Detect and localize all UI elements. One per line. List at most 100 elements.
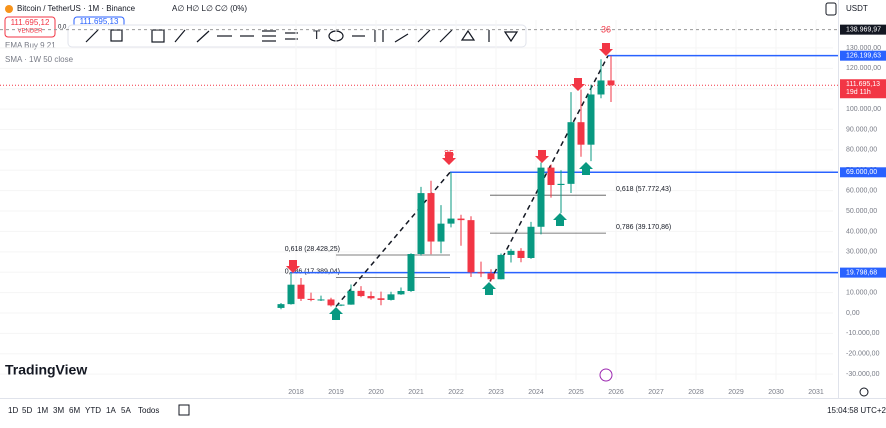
y-tick-label: 130.000,00 [846, 45, 881, 52]
annotation: 36 [601, 24, 611, 34]
snapshot-button[interactable] [825, 2, 837, 16]
events-icon[interactable] [599, 368, 613, 382]
y-tick-label: 90.000,00 [846, 126, 877, 133]
range-button[interactable]: 1D [8, 406, 18, 415]
indicator: EMA Buy 9 21 [5, 41, 56, 50]
candle-body [557, 183, 565, 186]
candle-body [337, 304, 345, 306]
crosshair-tag [840, 24, 886, 35]
candle-body [407, 254, 415, 292]
candle-body [447, 218, 455, 224]
indicator: SMA · 1W 50 close [5, 55, 74, 64]
range-button[interactable]: 1A [106, 406, 116, 415]
level-tag [840, 167, 886, 178]
x-tick-label: 2019 [328, 389, 344, 396]
candle-body [277, 304, 285, 308]
sell-price[interactable]: 111.695,12 [11, 18, 50, 27]
level-label: 126.199,63 [846, 53, 881, 60]
candle-body [507, 250, 515, 255]
sell-button[interactable] [4, 16, 56, 38]
fib-label: 0,618 (57.772,43) [616, 186, 671, 193]
candle-body [527, 226, 535, 258]
current-price-label: 111.695,13 [846, 81, 880, 88]
range-button[interactable]: 1M [37, 406, 48, 415]
x-tick-label: 2018 [288, 389, 304, 396]
candle-body [367, 296, 375, 299]
y-tick-label: 120.000,00 [846, 65, 881, 72]
ohlc: A∅ H∅ L∅ C∅ (0%) [172, 4, 247, 13]
x-tick-label: 2025 [568, 389, 584, 396]
x-tick-label: 2020 [368, 389, 384, 396]
candle-body [547, 167, 555, 186]
candle-body [417, 193, 425, 255]
signal-arrows [286, 43, 613, 320]
y-tick-label: -20.000,00 [846, 351, 880, 358]
level-label: 19.798,68 [846, 269, 877, 276]
axis-border [838, 0, 839, 398]
range-button[interactable]: 5D [22, 406, 32, 415]
candle-body [437, 223, 445, 242]
annotation: 35 [444, 148, 454, 158]
candle-body [607, 80, 615, 86]
candle-body [317, 299, 325, 301]
candle-body [597, 80, 605, 95]
x-tick-label: 2026 [608, 389, 624, 396]
x-tick-label: 2023 [488, 389, 504, 396]
candle-body [537, 167, 545, 227]
y-tick-label: 30.000,00 [846, 249, 877, 256]
range-button[interactable]: 3M [53, 406, 64, 415]
candle-body [517, 250, 525, 258]
logo[interactable]: TradingView [5, 362, 87, 378]
x-tick-label: 2027 [648, 389, 664, 396]
x-tick-label: 2031 [808, 389, 824, 396]
candle-body [397, 291, 405, 295]
y-tick-label: 40.000,00 [846, 228, 877, 235]
level-tag [840, 50, 886, 61]
y-tick-label: -30.000,00 [846, 371, 880, 378]
clock: 15:04:58 UTC+2 [827, 406, 886, 415]
candle-body [427, 193, 435, 242]
range-button[interactable]: Todos [138, 406, 159, 415]
candle-body [357, 290, 365, 297]
candle-body [497, 254, 505, 280]
x-tick-label: 2024 [528, 389, 544, 396]
current-price-tag [840, 79, 886, 99]
candle-body [387, 294, 395, 300]
candle-body [307, 298, 315, 300]
x-tick-label: 2028 [688, 389, 704, 396]
fib-label: 0,786 (39.170,86) [616, 224, 671, 231]
candle-body [567, 122, 575, 184]
y-tick-label: 0,00 [846, 310, 860, 317]
range-button[interactable]: 6M [69, 406, 80, 415]
svg-text:T: T [313, 28, 321, 42]
x-tick-label: 2029 [728, 389, 744, 396]
candle-body [577, 122, 585, 145]
y-tick-label: 60.000,00 [846, 187, 877, 194]
candle-body [477, 272, 485, 274]
candle-body [287, 284, 295, 305]
coin-icon [5, 5, 13, 13]
currency[interactable]: USDT [846, 4, 868, 13]
y-tick-label: -10.000,00 [846, 330, 880, 337]
candle-body [377, 298, 385, 300]
sell-label[interactable]: VENDER [17, 29, 43, 35]
spread: 0,0 [58, 25, 67, 31]
buy-price[interactable]: 111.695,13 [80, 17, 119, 26]
candle-body [467, 220, 475, 273]
date-range-button[interactable] [178, 404, 190, 416]
x-tick-label: 2021 [408, 389, 424, 396]
y-tick-label: 50.000,00 [846, 208, 877, 215]
candle-body [587, 94, 595, 145]
plot: -30.000,00 -20.000,00 -10.000,00 0,00 10.000… [0, 20, 886, 396]
symbol: Bitcoin / TetherUS · 1M · Binance [17, 4, 136, 13]
level-tag [840, 267, 886, 278]
range-button[interactable]: 5A [121, 406, 131, 415]
candle-body [327, 299, 335, 306]
fib-label: 0,618 (28.428,25) [285, 246, 340, 253]
settings-icon[interactable] [859, 387, 869, 397]
y-tick-label: 80.000,00 [846, 147, 877, 154]
drawing-toolbar: T [67, 24, 527, 48]
range-button[interactable]: YTD [85, 406, 101, 415]
